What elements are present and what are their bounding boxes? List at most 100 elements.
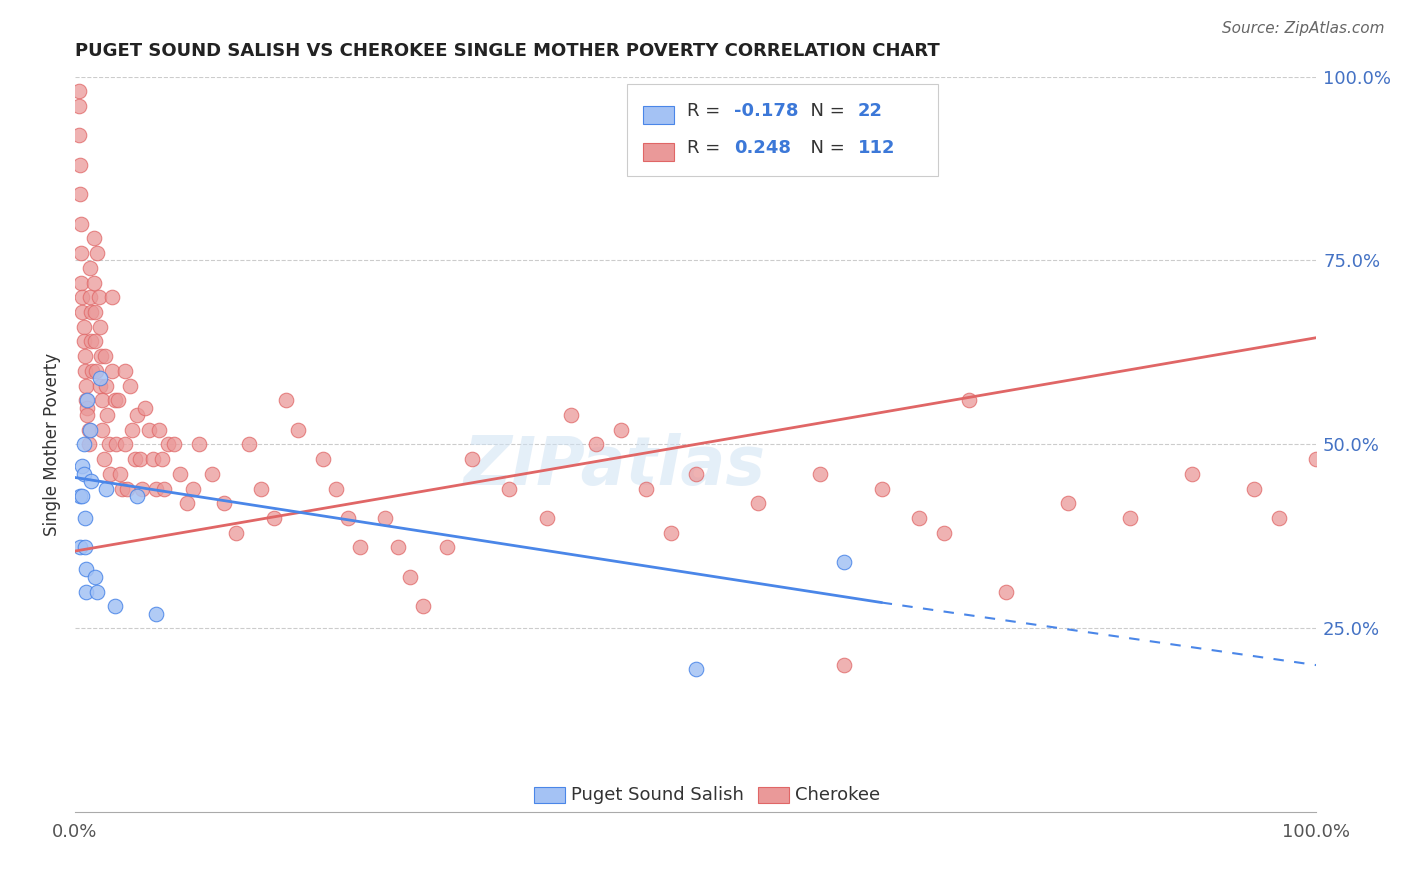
Point: [634, 482, 657, 496]
Point: [79, 290, 101, 304]
Point: [957, 393, 980, 408]
Point: [1056, 496, 1078, 510]
Point: [75, 562, 97, 576]
Point: [104, 437, 127, 451]
Text: N =: N =: [799, 139, 851, 157]
Point: [75, 393, 97, 408]
Point: [374, 511, 396, 525]
Point: [114, 437, 136, 451]
Point: [76, 401, 98, 415]
Text: Puget Sound Salish: Puget Sound Salish: [571, 786, 744, 805]
Point: [96, 408, 118, 422]
Point: [82, 364, 104, 378]
Point: [411, 599, 433, 614]
Point: [200, 467, 222, 481]
Point: [153, 482, 176, 496]
Point: [83, 570, 105, 584]
Point: [80, 305, 103, 319]
Point: [89, 378, 111, 392]
Point: [124, 452, 146, 467]
Point: [73, 511, 96, 525]
Point: [91, 393, 114, 408]
Point: [150, 452, 173, 467]
Point: [212, 496, 235, 510]
Point: [89, 371, 111, 385]
Point: [69, 489, 91, 503]
Point: [169, 467, 191, 481]
Point: [932, 525, 955, 540]
Text: -0.178: -0.178: [734, 103, 799, 120]
Point: [80, 334, 103, 349]
Point: [1268, 511, 1291, 525]
Point: [145, 482, 167, 496]
Point: [73, 541, 96, 555]
Point: [399, 570, 422, 584]
Point: [131, 482, 153, 496]
Y-axis label: Single Mother Poverty: Single Mother Poverty: [44, 353, 60, 536]
Point: [498, 482, 520, 496]
Point: [94, 378, 117, 392]
Point: [79, 423, 101, 437]
Point: [94, 349, 117, 363]
Point: [188, 437, 211, 451]
Point: [834, 555, 856, 569]
Point: [994, 584, 1017, 599]
Point: [90, 349, 112, 363]
Point: [67, 128, 90, 143]
Point: [148, 423, 170, 437]
Point: [115, 482, 138, 496]
Point: [121, 423, 143, 437]
Point: [98, 467, 121, 481]
Point: [80, 474, 103, 488]
Point: [111, 482, 134, 496]
Text: 22: 22: [858, 103, 883, 120]
Point: [107, 393, 129, 408]
Point: [263, 511, 285, 525]
Point: [84, 364, 107, 378]
FancyBboxPatch shape: [644, 106, 675, 124]
Point: [73, 364, 96, 378]
Point: [312, 452, 335, 467]
Point: [225, 525, 247, 540]
Point: [134, 401, 156, 415]
FancyBboxPatch shape: [644, 143, 675, 161]
Point: [870, 482, 893, 496]
Point: [69, 541, 91, 555]
Point: [138, 423, 160, 437]
Point: [79, 260, 101, 275]
Point: [1181, 467, 1204, 481]
Point: [69, 187, 91, 202]
Point: [461, 452, 484, 467]
Point: [834, 658, 856, 673]
FancyBboxPatch shape: [534, 788, 565, 804]
Point: [89, 319, 111, 334]
Point: [163, 437, 186, 451]
Point: [585, 437, 607, 451]
Point: [101, 364, 124, 378]
Point: [114, 364, 136, 378]
Point: [287, 423, 309, 437]
Point: [685, 467, 707, 481]
Text: N =: N =: [799, 103, 851, 120]
Point: [325, 482, 347, 496]
Point: [747, 496, 769, 510]
Point: [83, 334, 105, 349]
Point: [77, 423, 100, 437]
Point: [73, 334, 96, 349]
Point: [142, 452, 165, 467]
Point: [1243, 482, 1265, 496]
Text: Cherokee: Cherokee: [794, 786, 880, 805]
Point: [104, 599, 127, 614]
Point: [72, 290, 94, 304]
Point: [808, 467, 831, 481]
Text: R =: R =: [688, 139, 725, 157]
Point: [75, 584, 97, 599]
Text: 112: 112: [858, 139, 896, 157]
Point: [69, 158, 91, 172]
FancyBboxPatch shape: [627, 84, 938, 176]
Point: [181, 482, 204, 496]
Point: [73, 319, 96, 334]
Text: ZIPatlas: ZIPatlas: [464, 434, 766, 500]
Point: [83, 305, 105, 319]
Point: [536, 511, 558, 525]
